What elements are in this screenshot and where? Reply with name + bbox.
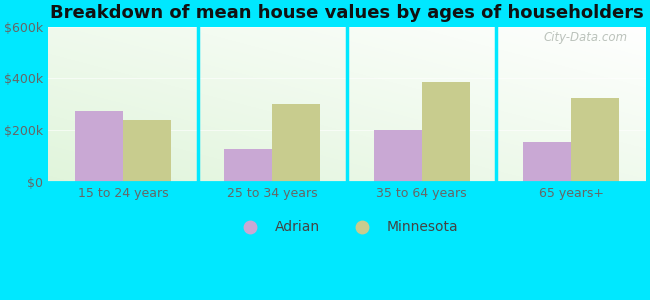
Bar — [75, 111, 123, 182]
Bar — [272, 104, 320, 182]
Text: City-Data.com: City-Data.com — [544, 31, 628, 44]
Title: Breakdown of mean house values by ages of householders: Breakdown of mean house values by ages o… — [50, 4, 644, 22]
Bar — [523, 142, 571, 182]
Bar — [224, 149, 272, 182]
Legend: Adrian, Minnesota: Adrian, Minnesota — [230, 215, 463, 240]
Bar — [422, 82, 469, 182]
Bar — [571, 98, 619, 182]
Bar — [374, 130, 422, 182]
Bar — [123, 120, 171, 182]
